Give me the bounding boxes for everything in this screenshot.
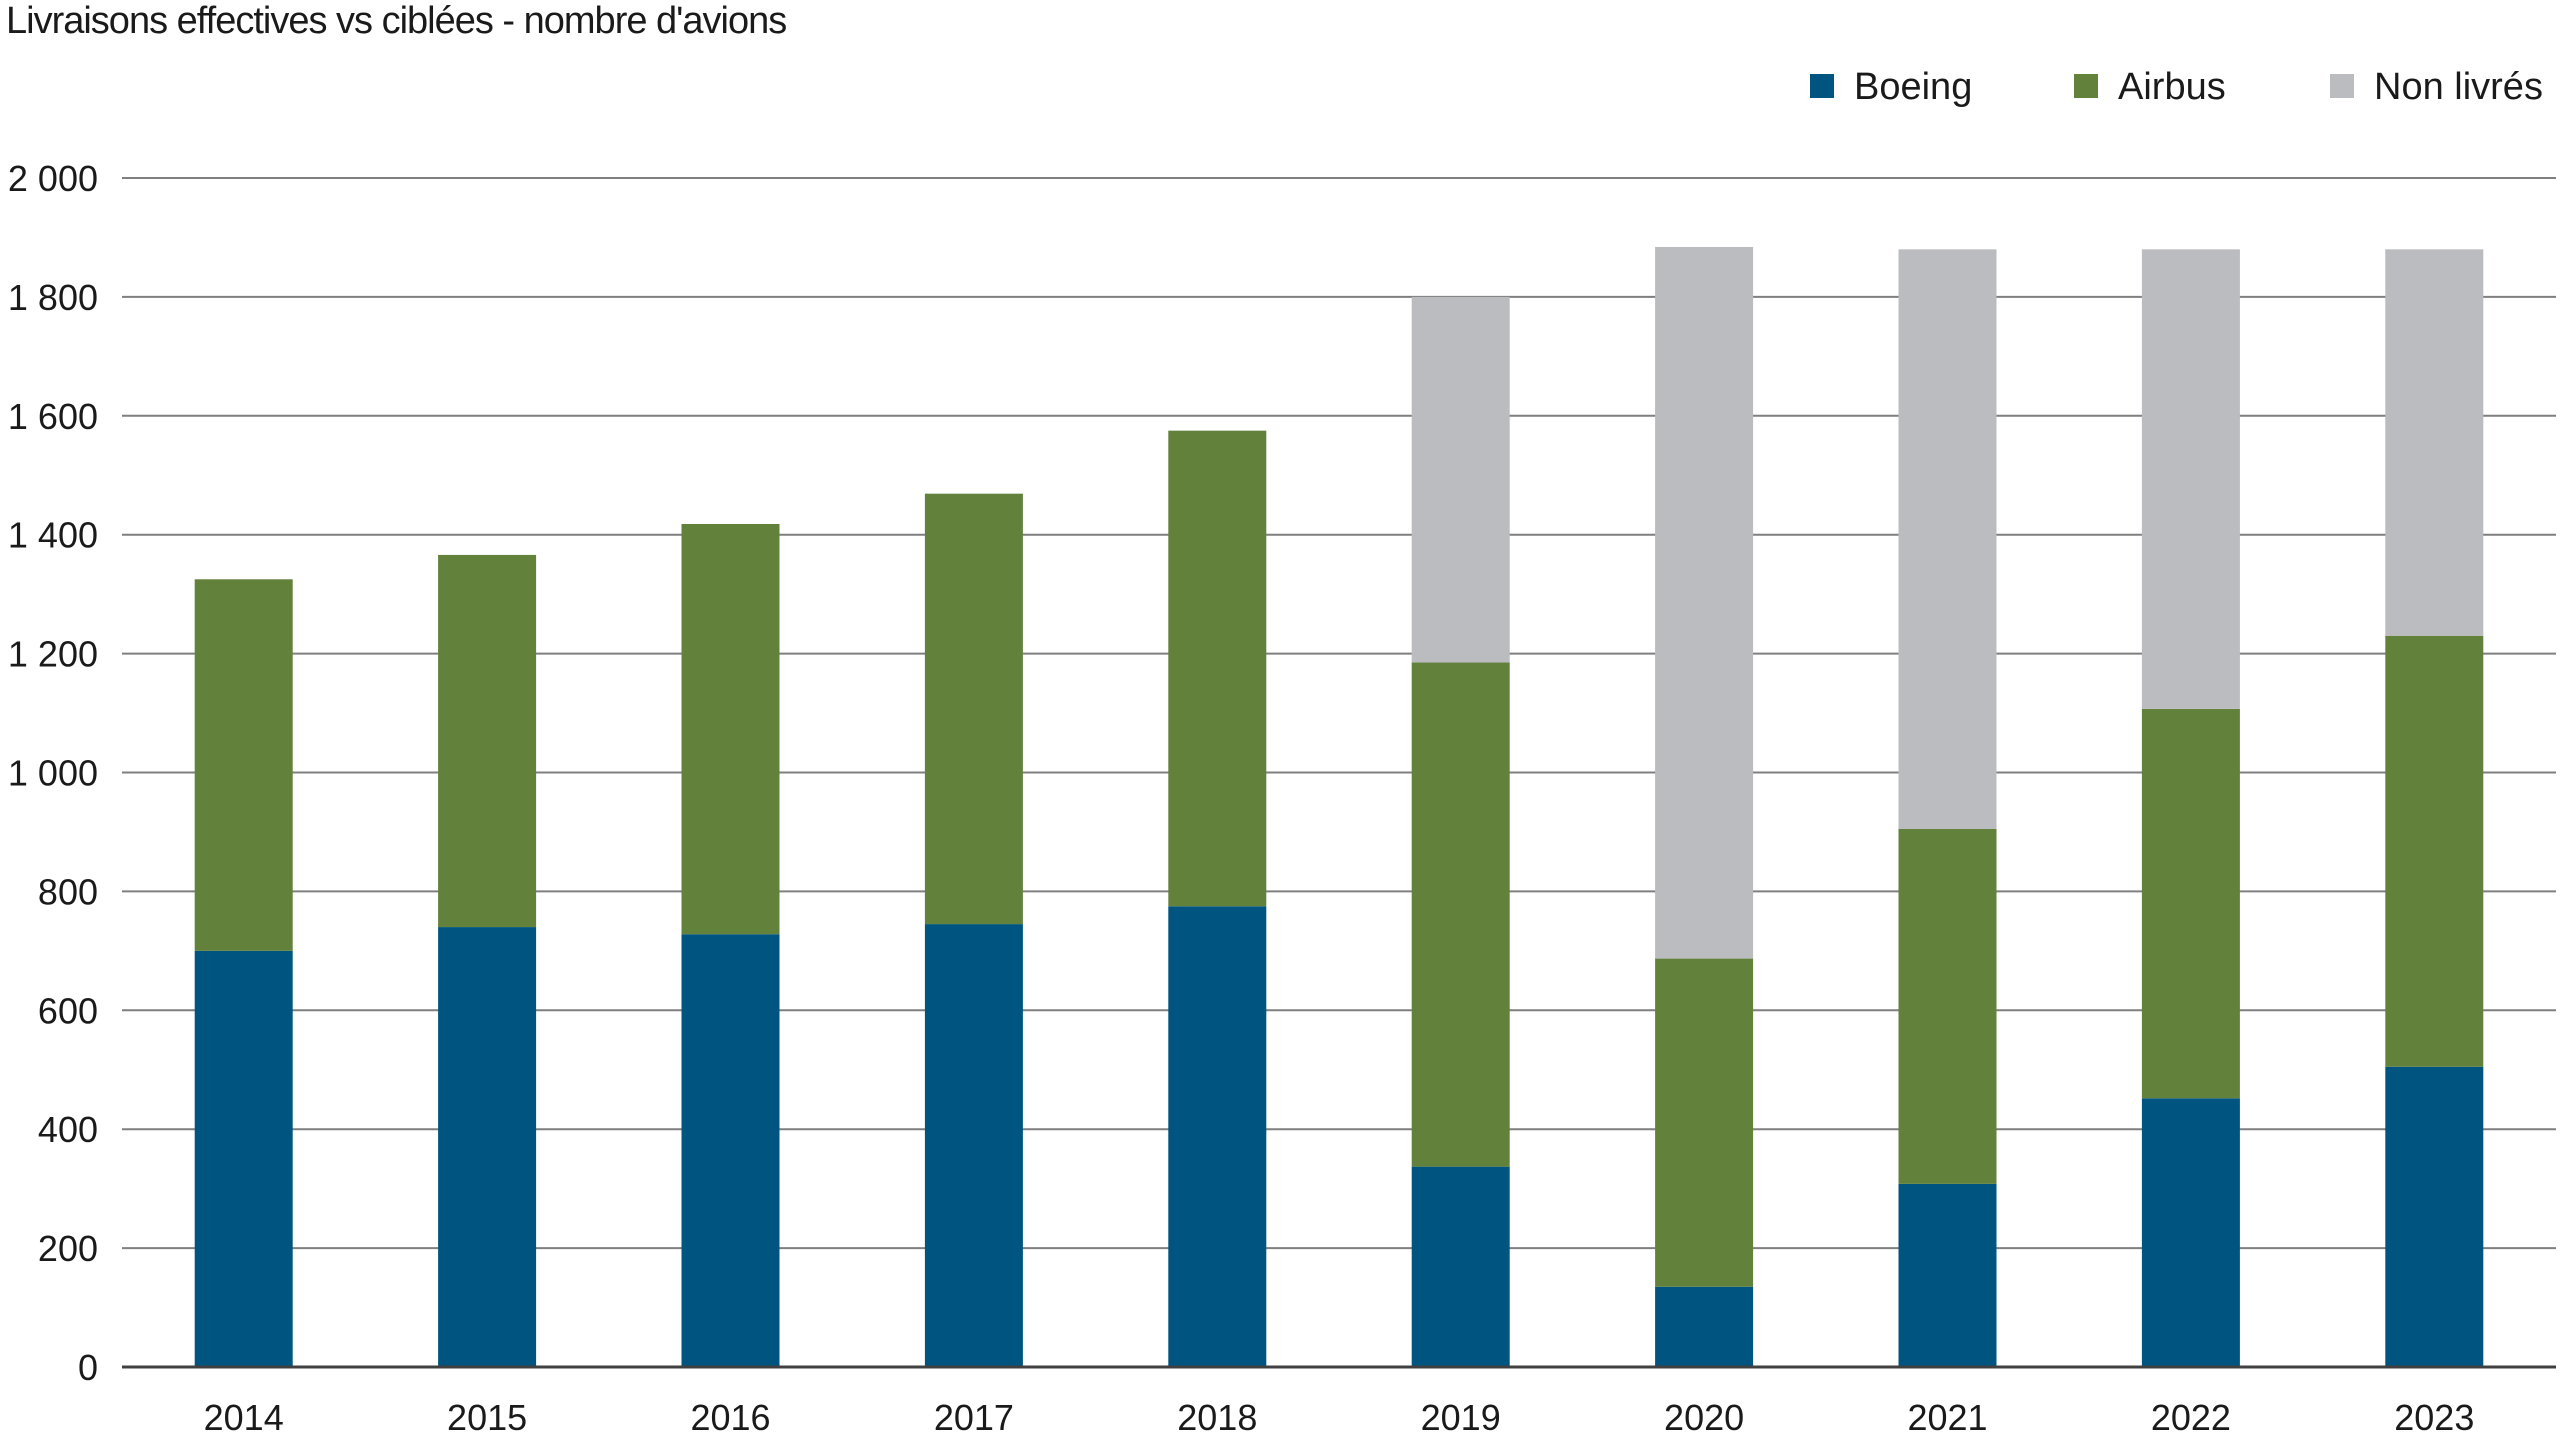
y-tick-label: 0 xyxy=(78,1347,98,1388)
x-tick-label: 2022 xyxy=(2151,1397,2231,1438)
x-tick-label: 2014 xyxy=(204,1397,284,1438)
x-tick-label: 2015 xyxy=(447,1397,527,1438)
chart-title: Livraisons effectives vs ciblées - nombr… xyxy=(6,0,787,42)
bar-segment xyxy=(681,523,780,935)
bar-segment xyxy=(2385,635,2484,1067)
bar-segment xyxy=(194,950,293,1367)
bar-segment xyxy=(1411,662,1510,1167)
y-tick-label: 1 400 xyxy=(8,515,98,556)
axes: 0 200 400 600 800 1 000 1 200 1 400 1 600 1 800 2 … xyxy=(8,158,2556,1438)
bar-segment xyxy=(2141,1098,2240,1367)
legend-label: Non livrés xyxy=(2374,66,2543,108)
bar-segment xyxy=(681,934,780,1367)
legend-swatch xyxy=(2330,74,2354,98)
y-tick-label: 600 xyxy=(38,990,98,1031)
bar-segment xyxy=(2385,1066,2484,1367)
y-tick-label: 2 000 xyxy=(8,158,98,199)
y-tick-label: 1 600 xyxy=(8,396,98,437)
bar-segment xyxy=(2141,708,2240,1099)
bar-segment xyxy=(1898,828,1997,1184)
bar-segment xyxy=(1655,246,1754,959)
y-tick-label: 400 xyxy=(38,1109,98,1150)
y-tick-label: 1 200 xyxy=(8,634,98,675)
legend: Boeing Airbus Non livrés xyxy=(1810,66,2543,108)
x-tick-label: 2020 xyxy=(1664,1397,1744,1438)
y-tick-label: 200 xyxy=(38,1228,98,1269)
legend-label: Boeing xyxy=(1854,66,1972,108)
bar-segment xyxy=(1411,1166,1510,1367)
x-tick-label: 2017 xyxy=(934,1397,1014,1438)
y-tick-label: 1 000 xyxy=(8,753,98,794)
x-tick-label: 2019 xyxy=(1421,1397,1501,1438)
bar-segment xyxy=(924,493,1023,925)
bar-segment xyxy=(2385,249,2484,636)
bar-segment xyxy=(194,579,293,951)
y-tick-label: 1 800 xyxy=(8,277,98,318)
bar-segment xyxy=(438,927,537,1367)
legend-label: Airbus xyxy=(2118,66,2226,108)
bar-segment xyxy=(924,924,1023,1367)
x-tick-label: 2018 xyxy=(1177,1397,1257,1438)
x-tick-label: 2021 xyxy=(1907,1397,1987,1438)
bar-segment xyxy=(1898,1183,1997,1367)
bar-segment xyxy=(1655,958,1754,1287)
legend-swatch xyxy=(1810,74,1834,98)
bar-segment xyxy=(2141,249,2240,709)
bar-segment xyxy=(1168,906,1267,1367)
y-tick-label: 800 xyxy=(38,871,98,912)
bar-segment xyxy=(1898,249,1997,829)
bar-segment xyxy=(1168,430,1267,907)
bars xyxy=(194,246,2484,1367)
x-tick-label: 2016 xyxy=(690,1397,770,1438)
x-tick-label: 2023 xyxy=(2394,1397,2474,1438)
legend-swatch xyxy=(2074,74,2098,98)
bar-segment xyxy=(438,554,537,928)
bar-segment xyxy=(1655,1286,1754,1367)
bar-segment xyxy=(1411,296,1510,663)
